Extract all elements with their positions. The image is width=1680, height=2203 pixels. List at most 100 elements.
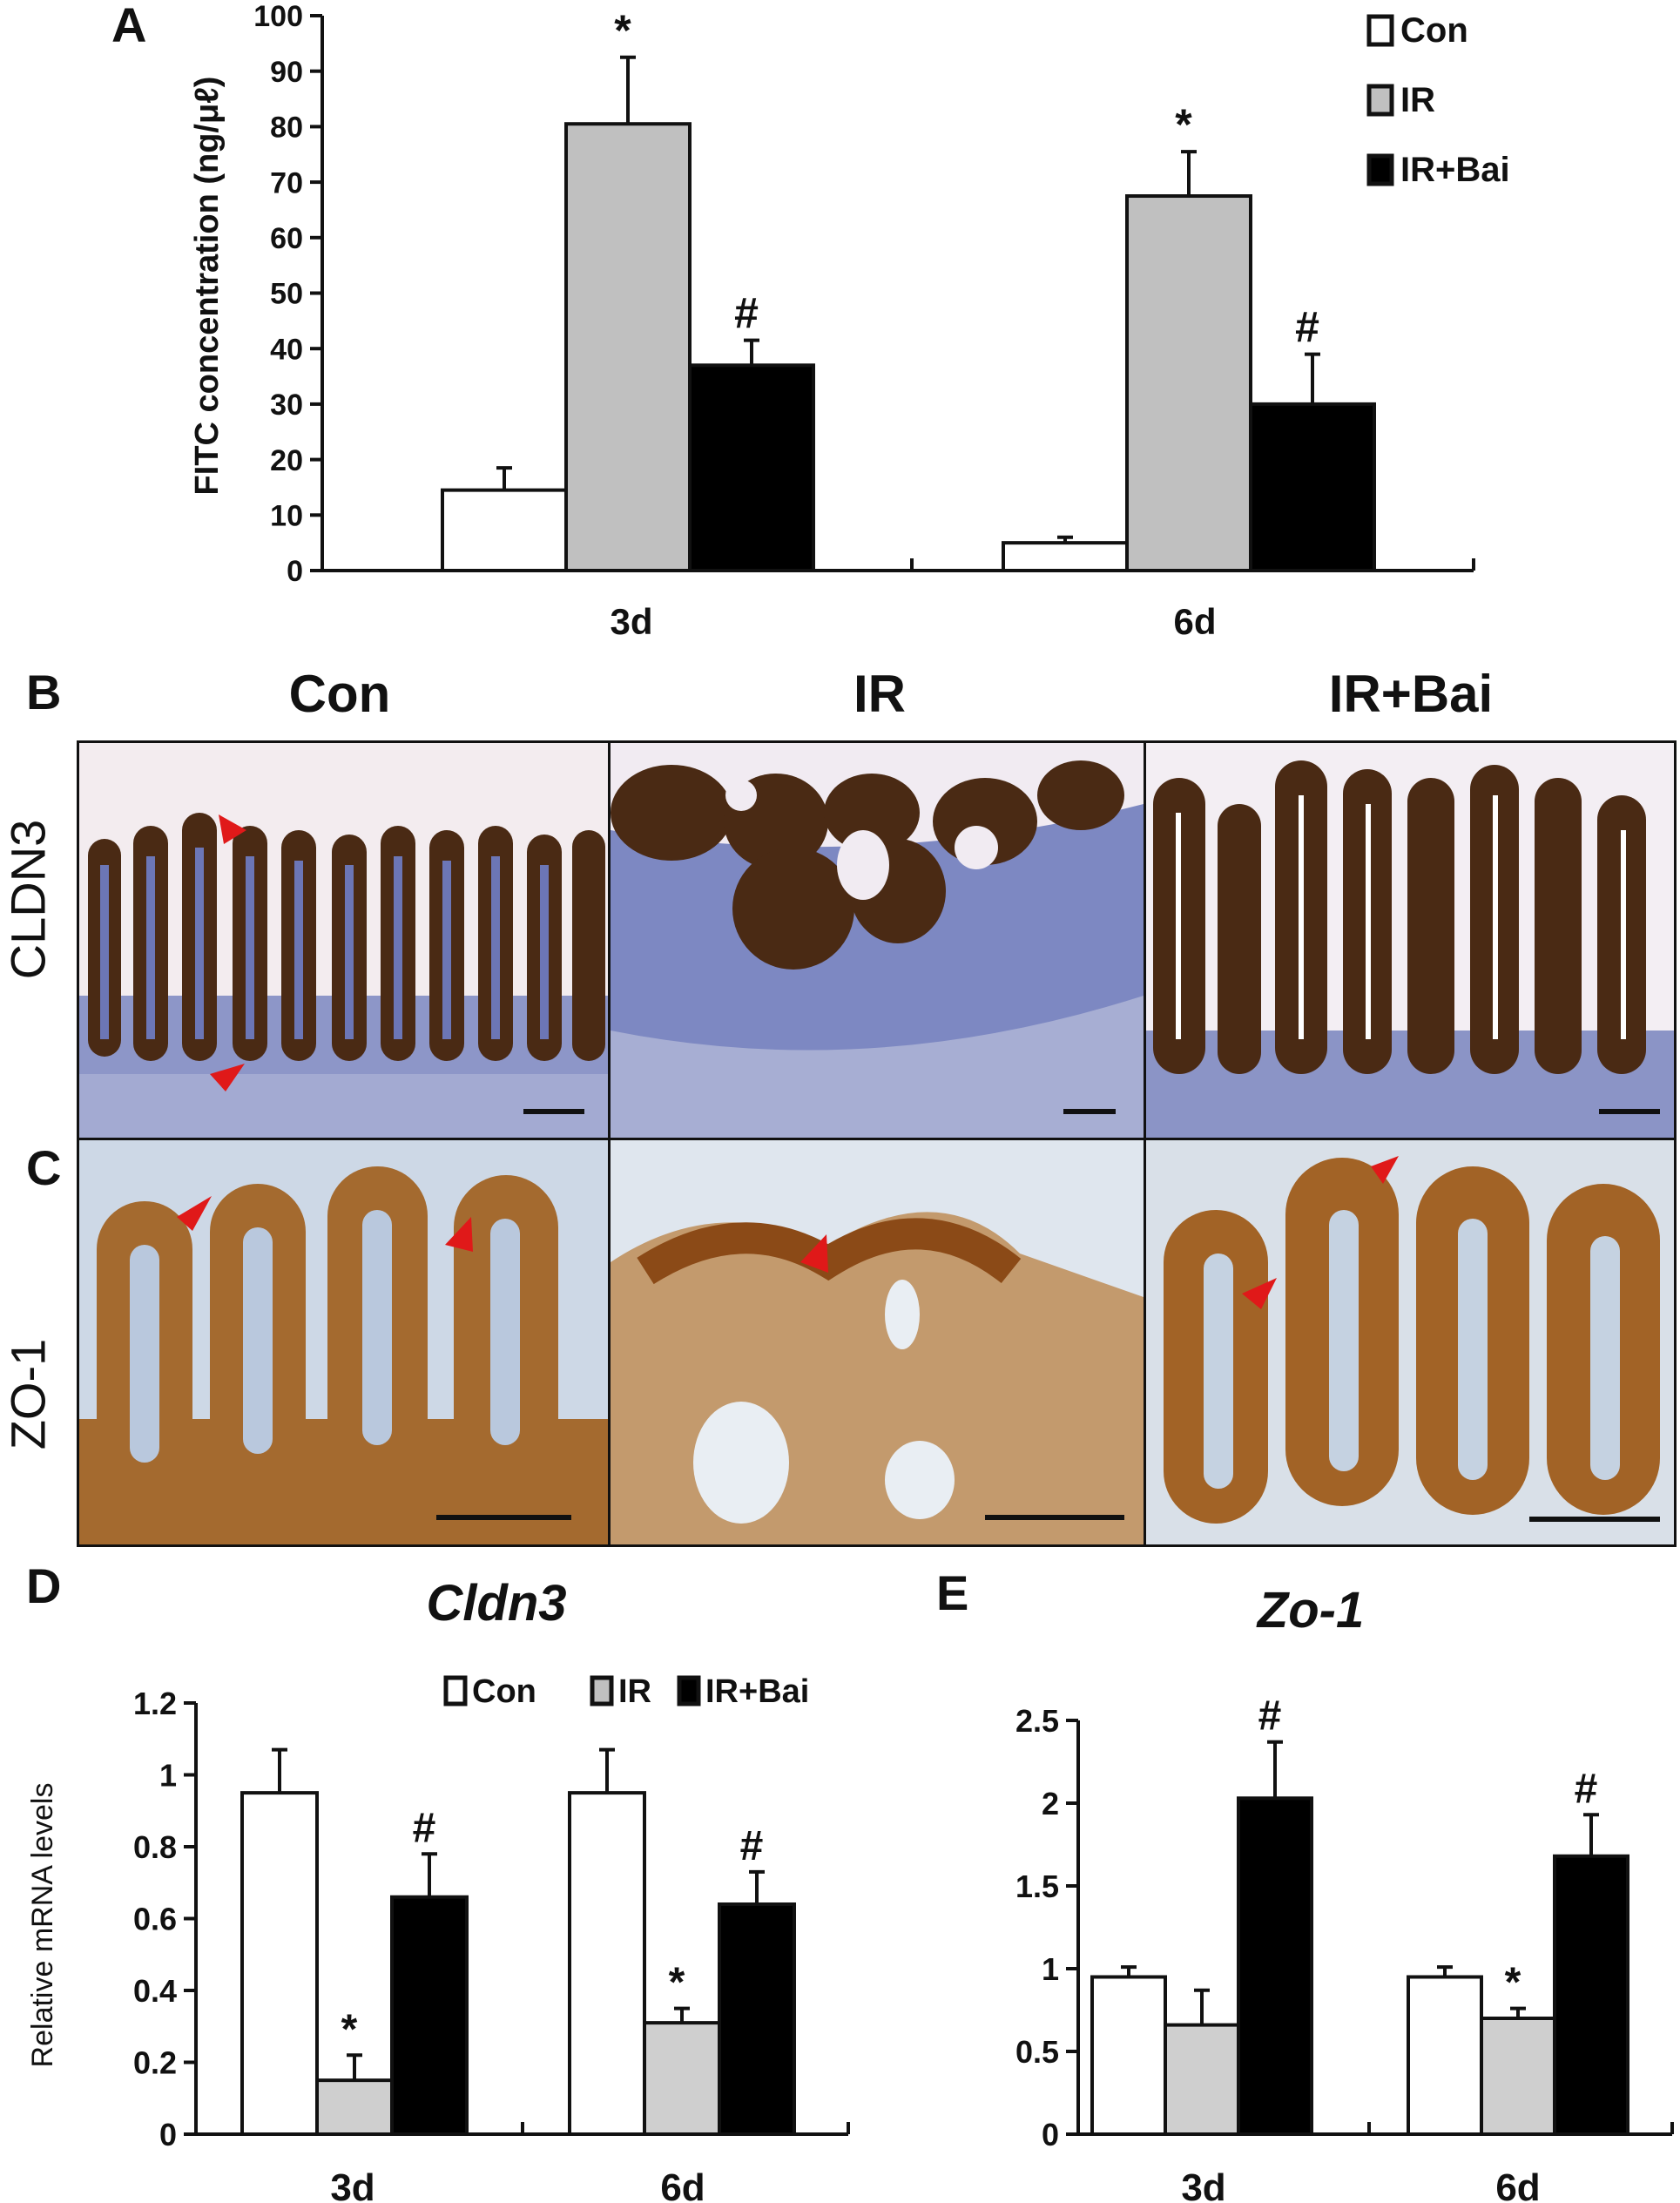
bar-con xyxy=(568,1791,646,2136)
bar-con xyxy=(240,1791,319,2136)
y-tick-label: 90 xyxy=(270,56,303,89)
y-tick-label: 1.5 xyxy=(1015,1868,1059,1904)
bar-ir-bai xyxy=(390,1895,469,2136)
y-tick-label: 0.4 xyxy=(133,1973,177,2009)
arrowhead-icon xyxy=(219,814,246,844)
micrograph-cldn3-ir xyxy=(608,740,1146,1140)
y-tick-label: 0 xyxy=(287,555,303,588)
arrowhead-icon xyxy=(800,1234,828,1273)
x-category-label: 6d xyxy=(660,2166,705,2203)
y-axis-label: FITC concentration (ng/μℓ) xyxy=(189,77,226,496)
bar-con xyxy=(1407,1975,1483,2136)
bar-ir-bai xyxy=(1237,1796,1313,2136)
significance-mark: # xyxy=(740,1823,764,1869)
x-category-label: 3d xyxy=(610,601,652,642)
y-tick-label: 1.2 xyxy=(133,1686,177,1721)
bar-ir xyxy=(1125,194,1252,572)
micrograph-zo1-ir-bai xyxy=(1144,1138,1677,1547)
panel-letter-c: C xyxy=(26,1140,62,1195)
significance-mark: # xyxy=(413,1805,436,1851)
panel-letter-b: B xyxy=(26,665,62,720)
y-tick-label: 2 xyxy=(1042,1786,1059,1821)
significance-mark: # xyxy=(1295,303,1319,352)
y-axis-label: Relative mRNA levels xyxy=(26,1783,59,2068)
bar-ir xyxy=(643,2021,721,2136)
chart-title: Cldn3 xyxy=(426,1575,566,1632)
legend-label: IR xyxy=(1400,81,1435,119)
x-category-label: 3d xyxy=(1181,2166,1225,2203)
y-tick-label: 0.2 xyxy=(133,2044,177,2080)
legend-swatch xyxy=(677,1675,701,1706)
significance-mark: * xyxy=(341,2006,358,2052)
bar-con xyxy=(1002,541,1129,573)
arrowhead-icon xyxy=(1242,1278,1277,1309)
x-category-label: 6d xyxy=(1495,2166,1540,2203)
micrograph-cldn3-ir-bai xyxy=(1144,740,1677,1140)
y-tick-label: 100 xyxy=(253,0,303,33)
micrograph-zo1-con xyxy=(77,1138,611,1547)
legend-label: IR+Bai xyxy=(705,1673,809,1710)
legend-label: IR+Bai xyxy=(1400,151,1510,189)
y-tick-label: 60 xyxy=(270,222,303,255)
y-tick-label: 40 xyxy=(270,333,303,366)
column-title-ir-bai: IR+Bai xyxy=(1328,665,1494,723)
bar-ir-bai xyxy=(1249,402,1376,572)
significance-mark: * xyxy=(614,6,631,55)
y-tick-label: 20 xyxy=(270,444,303,477)
panel-letter-e: E xyxy=(936,1565,969,1620)
legend-swatch xyxy=(1366,84,1394,117)
bar-ir xyxy=(1164,2023,1240,2136)
legend-label: Con xyxy=(472,1673,536,1710)
chart-a: 0 10 20 30 40 50 60 70 80 90 100 * #3d * #6d FITC conce… xyxy=(189,0,1510,642)
significance-mark: # xyxy=(1575,1766,1598,1812)
significance-mark: * xyxy=(669,1960,685,2006)
y-tick-label: 30 xyxy=(270,389,303,422)
significance-mark: # xyxy=(1258,1693,1282,1740)
significance-mark: * xyxy=(1505,1960,1521,2006)
column-title-con: Con xyxy=(288,665,391,723)
chart-title: Zo-1 xyxy=(1256,1582,1364,1639)
legend-swatch xyxy=(1366,153,1394,186)
y-tick-label: 0 xyxy=(1042,2117,1059,2152)
y-tick-label: 10 xyxy=(270,500,303,533)
y-tick-label: 1 xyxy=(159,1757,177,1793)
x-category-label: 3d xyxy=(330,2166,374,2203)
column-title-ir: IR xyxy=(853,665,906,723)
bar-ir xyxy=(564,122,692,572)
row-label-zo1: ZO-1 xyxy=(0,1338,56,1450)
arrowhead-icon xyxy=(177,1196,212,1231)
legend-swatch xyxy=(443,1675,468,1706)
arrowhead-icon xyxy=(1371,1156,1399,1184)
y-tick-label: 0.6 xyxy=(133,1901,177,1936)
panel-letter-d: D xyxy=(26,1558,62,1613)
legend-swatch xyxy=(590,1675,614,1706)
legend-label: IR xyxy=(618,1673,651,1710)
micrograph-zo1-ir xyxy=(608,1138,1146,1547)
bar-ir-bai xyxy=(718,1902,796,2136)
y-tick-label: 50 xyxy=(270,278,303,311)
y-tick-label: 0 xyxy=(159,2117,177,2152)
significance-mark: # xyxy=(734,289,759,338)
bar-con xyxy=(1090,1975,1167,2136)
x-category-label: 6d xyxy=(1173,601,1216,642)
bar-ir-bai xyxy=(1553,1854,1629,2136)
bar-con xyxy=(441,488,568,573)
arrowhead-icon xyxy=(445,1217,473,1252)
legend-label: Con xyxy=(1400,11,1468,50)
bar-ir xyxy=(1480,2017,1556,2136)
significance-mark: * xyxy=(1175,100,1192,149)
row-label-cldn3: CLDN3 xyxy=(0,819,56,980)
arrowhead-icon xyxy=(210,1064,245,1091)
y-tick-label: 0.8 xyxy=(133,1829,177,1865)
legend-swatch xyxy=(1366,14,1394,47)
y-tick-label: 80 xyxy=(270,112,303,145)
y-tick-label: 70 xyxy=(270,166,303,199)
y-tick-label: 0.5 xyxy=(1015,2034,1059,2070)
charts-de: 0 0.2 0.4 0.6 0.8 1 1.2 * #3d * #6d Relative mRNA l… xyxy=(26,1575,1674,2203)
micrograph-cldn3-con xyxy=(77,740,611,1140)
panel-letter-a: A xyxy=(111,0,147,52)
bar-ir xyxy=(315,2078,394,2136)
bar-ir-bai xyxy=(688,363,815,572)
y-tick-label: 2.5 xyxy=(1015,1703,1059,1739)
y-tick-label: 1 xyxy=(1042,1951,1059,1987)
